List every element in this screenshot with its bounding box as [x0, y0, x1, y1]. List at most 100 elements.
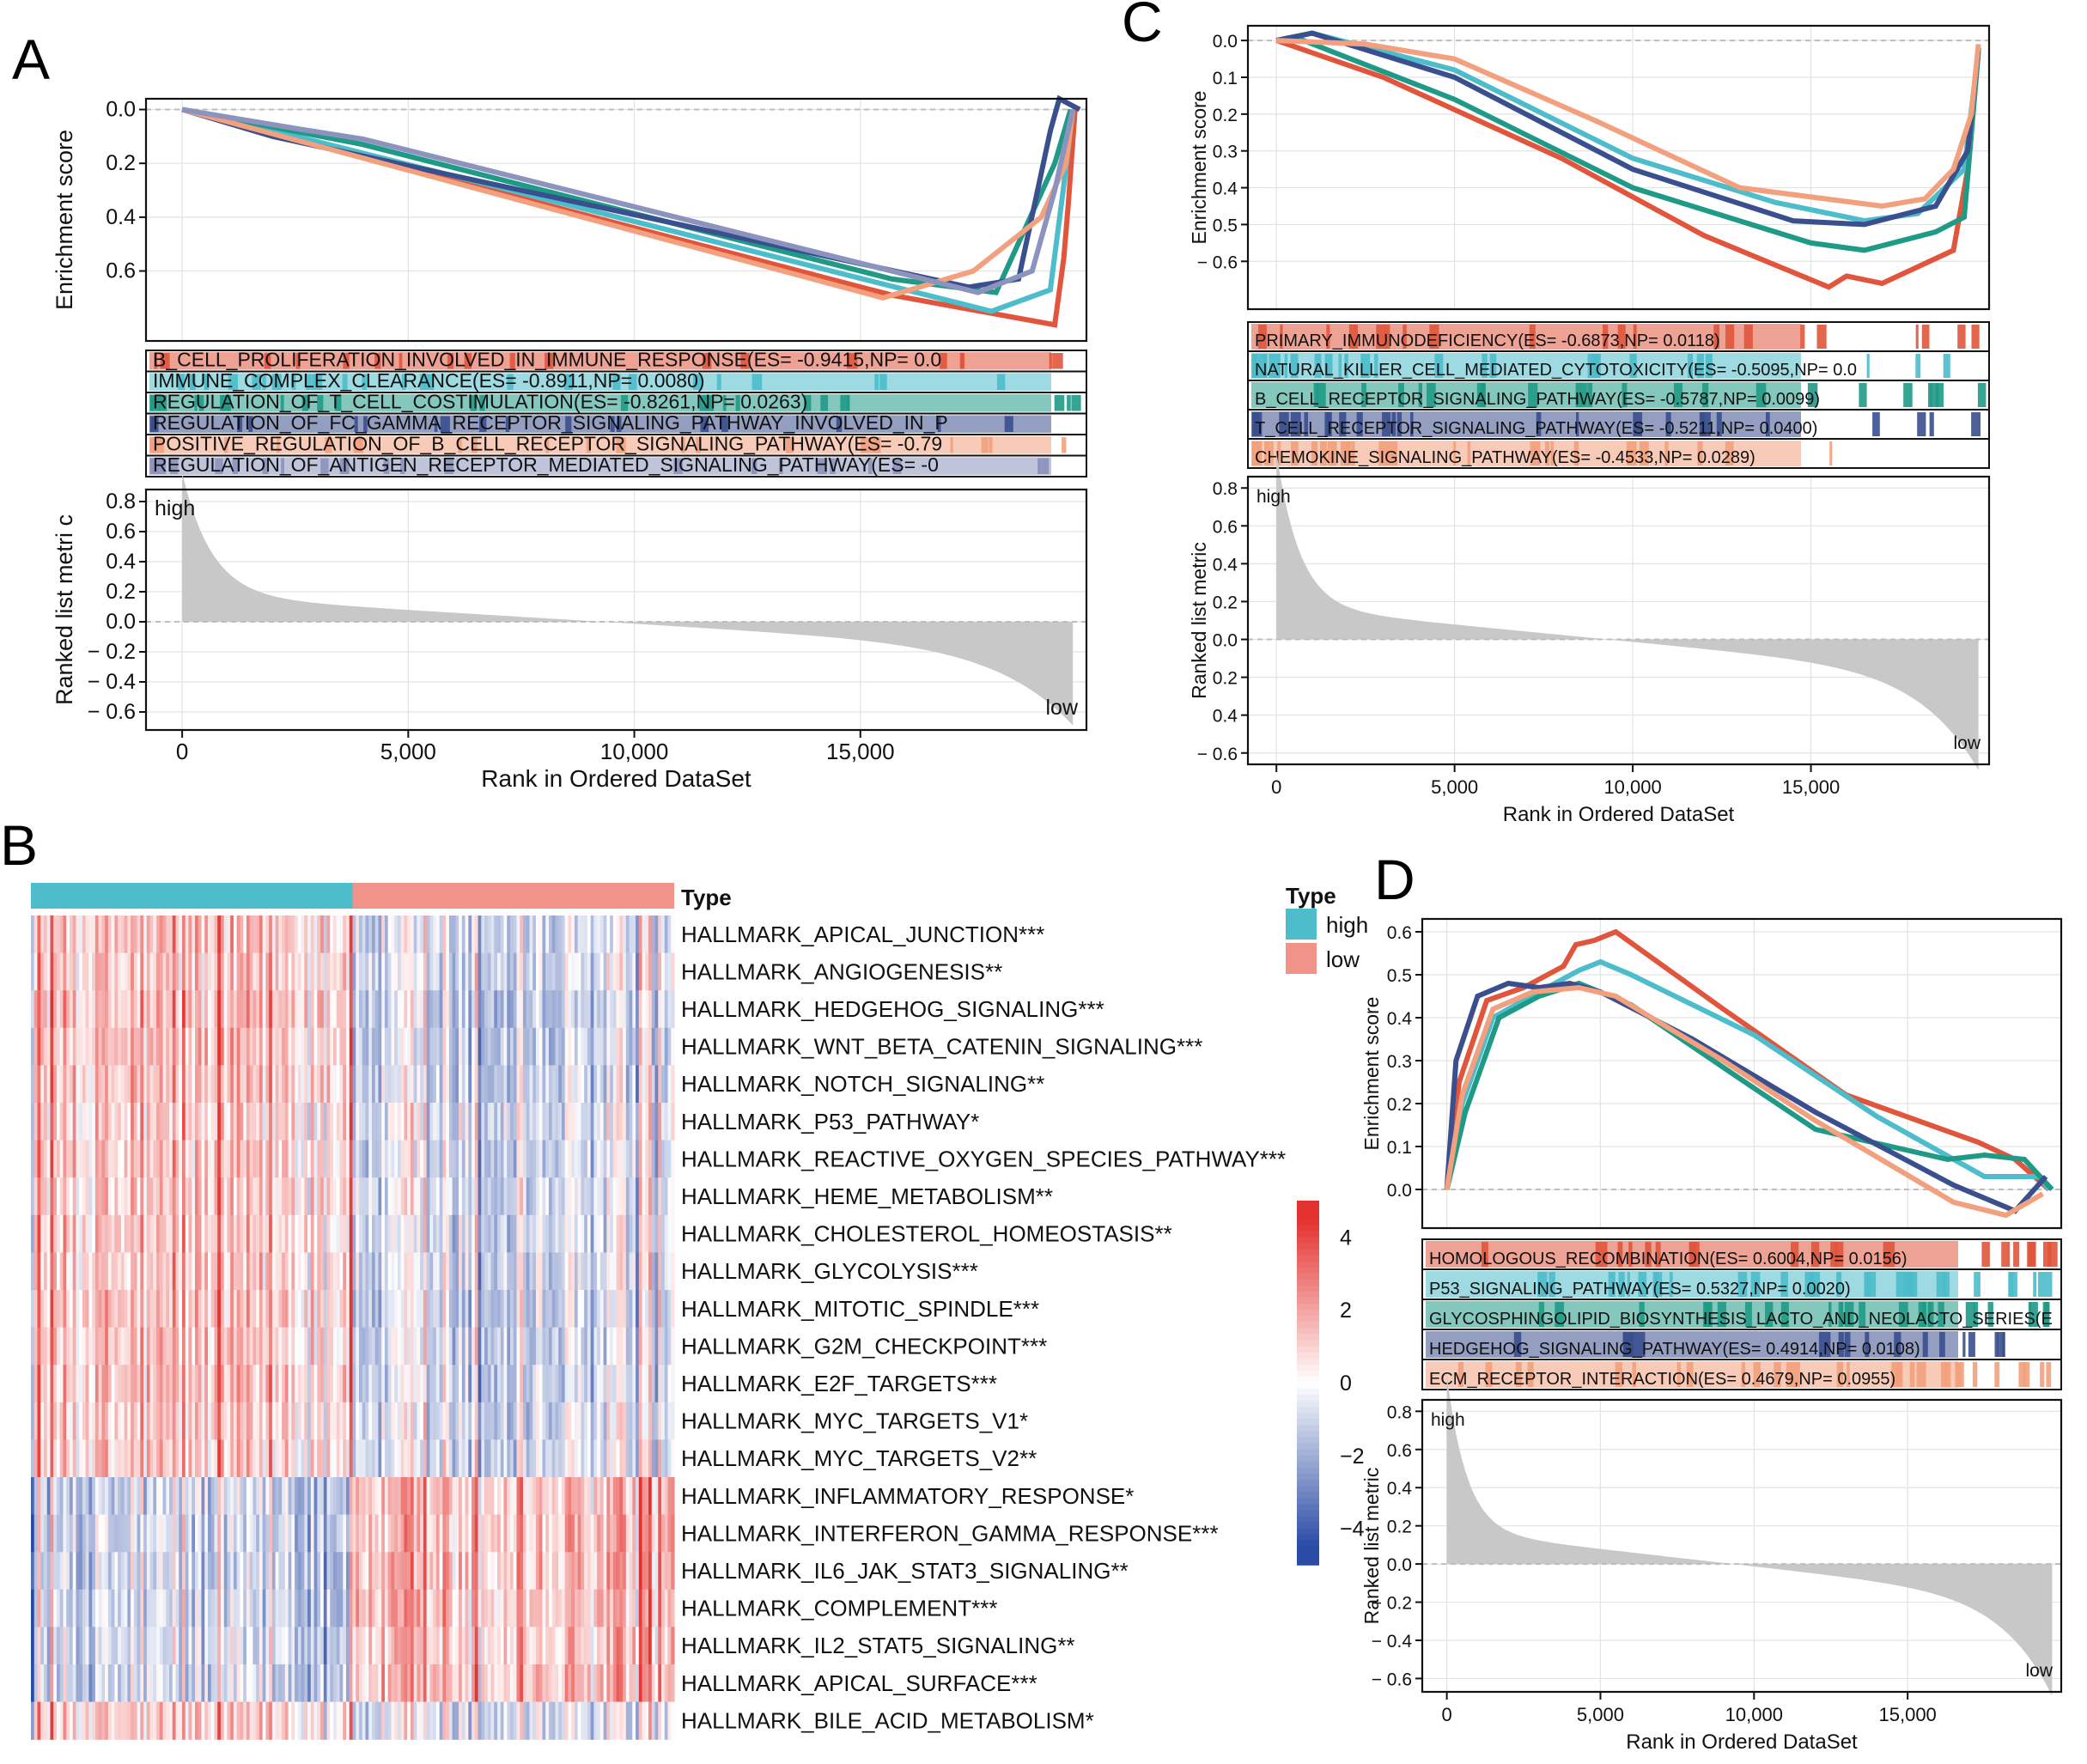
heatmap-cell [304, 915, 308, 954]
heatmap-cell [207, 1402, 212, 1440]
heatmap-cell [284, 1365, 289, 1403]
heatmap-cell [291, 952, 295, 991]
heatmap-cell [356, 1552, 360, 1591]
heatmap-cell [317, 1214, 321, 1253]
heatmap-cell [149, 1627, 154, 1665]
legend-label: GLYCOSPHINGOLIPID_BIOSYNTHESIS_LACTO_AND… [1429, 1310, 2053, 1329]
heatmap-cell [85, 1664, 89, 1703]
heatmap-cell [43, 1252, 48, 1291]
heatmap-cell [297, 1365, 302, 1403]
heatmap-cell [394, 1402, 399, 1440]
heatmap-cell [564, 1664, 569, 1703]
heatmap-cell [667, 915, 672, 954]
heatmap-cell [204, 1027, 209, 1066]
heatmap-cell [619, 1664, 624, 1703]
heatmap-cell [455, 1589, 459, 1627]
heatmap-cell [435, 1065, 441, 1104]
heatmap-cell [671, 1627, 675, 1665]
heatmap-cell [223, 1290, 228, 1329]
heatmap-cell [625, 1402, 630, 1440]
heatmap-cell [304, 1140, 308, 1178]
heatmap-cell [40, 1664, 45, 1703]
heatmap-cell [262, 1065, 266, 1104]
heatmap-cell [169, 1701, 173, 1740]
heatmap-cell [490, 1552, 495, 1591]
heatmap-cell [166, 1439, 170, 1478]
heatmap-cell [179, 1664, 183, 1703]
heatmap-cell [494, 1027, 498, 1066]
heatmap-cell [220, 1140, 225, 1178]
heatmap-cell [481, 1327, 485, 1366]
heatmap-cell [568, 1627, 572, 1665]
heatmap-cell [66, 1177, 70, 1216]
heatmap-cell [149, 1290, 154, 1329]
heatmap-cell [217, 1402, 222, 1440]
heatmap-cell [522, 1027, 527, 1066]
heatmap-cell [72, 1701, 77, 1740]
heatmap-cell [240, 1627, 244, 1665]
legend-hit-mark [2043, 1242, 2052, 1267]
heatmap-cell [185, 1589, 190, 1627]
heatmap-cell [253, 1402, 257, 1440]
heatmap-cell [271, 1290, 277, 1329]
heatmap-cell [378, 1327, 382, 1366]
heatmap-cell [397, 1664, 402, 1703]
heatmap-cell [423, 1439, 428, 1478]
legend-hit-mark [1052, 353, 1063, 369]
heatmap-cell [426, 915, 430, 954]
heatmap-cell [356, 1177, 360, 1216]
heatmap-cell [307, 1477, 312, 1516]
heatmap-cell [275, 1552, 279, 1591]
heatmap-cell [271, 1103, 277, 1141]
legend-hit-mark [1067, 395, 1071, 411]
heatmap-cell [413, 1252, 417, 1291]
heatmap-cell [597, 1290, 601, 1329]
heatmap-cell [510, 1103, 514, 1141]
heatmap-cell [410, 1439, 415, 1478]
heatmap-cell [461, 990, 466, 1029]
heatmap-cell [111, 1214, 115, 1253]
heatmap-cell [648, 1552, 653, 1591]
heatmap-cell [31, 1514, 35, 1553]
heatmap-cell [201, 1103, 205, 1141]
heatmap-cell [40, 1065, 45, 1104]
heatmap-cell [82, 1627, 87, 1665]
heatmap-cell [166, 1103, 170, 1141]
heatmap-cell [465, 915, 469, 954]
heatmap-cell [478, 1514, 482, 1553]
heatmap-cell [548, 1214, 553, 1253]
legend-label: CHEMOKINE_SIGNALING_PATHWAY(ES= -0.4533,… [1255, 448, 1755, 467]
legend-hit-mark [1859, 383, 1867, 407]
heatmap-cell [542, 1252, 546, 1291]
heatmap-cell [217, 1701, 222, 1740]
heatmap-cell [452, 1627, 456, 1665]
heatmap-cell [271, 1477, 277, 1516]
heatmap-cell [671, 1365, 675, 1403]
heatmap-cell [92, 1627, 96, 1665]
heatmap-cell [175, 1477, 179, 1516]
heatmap-cell [105, 915, 109, 954]
heatmap-cell [297, 1252, 302, 1291]
heatmap-cell [339, 1552, 344, 1591]
heatmap-cell [487, 1552, 492, 1591]
heatmap-cell [648, 1477, 653, 1516]
heatmap-cell [326, 1365, 331, 1403]
heatmap-cell [149, 1402, 154, 1440]
heatmap-cell [629, 1514, 633, 1553]
heatmap-cell [210, 1027, 216, 1066]
heatmap-cell [555, 1477, 559, 1516]
heatmap-cell [587, 952, 592, 991]
heatmap-cell [50, 1103, 54, 1141]
heatmap-cell [127, 1402, 131, 1440]
heatmap-cell [301, 990, 305, 1029]
heatmap-cell [140, 1103, 144, 1141]
heatmap-cell [435, 1290, 441, 1329]
heatmap-cell [574, 1065, 579, 1104]
heatmap-cell [561, 1439, 566, 1478]
heatmap-cell [365, 1439, 369, 1478]
heatmap-cell [404, 1290, 408, 1329]
heatmap-cell [313, 1365, 318, 1403]
heatmap-cell [233, 1103, 238, 1141]
heatmap-cell [442, 1664, 447, 1703]
heatmap-cell [31, 952, 35, 991]
